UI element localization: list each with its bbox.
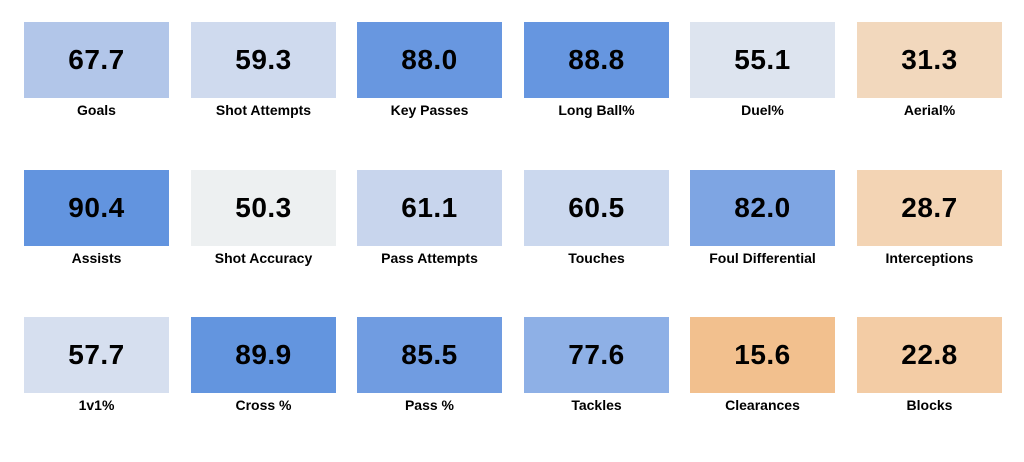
stat-value: 61.1 bbox=[401, 192, 458, 223]
stat-tile-box: 59.3 bbox=[191, 22, 336, 98]
stat-label: Shot Attempts bbox=[215, 102, 312, 118]
stat-tile: 60.5 Touches bbox=[524, 170, 669, 272]
stat-tile: 28.7 Interceptions bbox=[857, 170, 1002, 272]
stat-tile-box: 50.3 bbox=[191, 170, 336, 246]
stat-tile-box: 82.0 bbox=[690, 170, 835, 246]
stat-tile-box: 85.5 bbox=[357, 317, 502, 393]
stat-value: 15.6 bbox=[734, 339, 791, 370]
stat-tile: 88.8 Long Ball% bbox=[524, 22, 669, 124]
stat-tile: 31.3 Aerial% bbox=[857, 22, 1002, 124]
stat-tile: 82.0 Foul Differential bbox=[690, 170, 835, 272]
stat-tile: 90.4 Assists bbox=[24, 170, 169, 272]
stat-tile: 22.8 Blocks bbox=[857, 317, 1002, 419]
stat-tile-box: 67.7 bbox=[24, 22, 169, 98]
stat-label: Pass Attempts bbox=[381, 250, 478, 266]
stat-tile: 67.7 Goals bbox=[24, 22, 169, 124]
stat-value: 85.5 bbox=[401, 339, 458, 370]
stat-tile-box: 55.1 bbox=[690, 22, 835, 98]
stat-tile-box: 88.8 bbox=[524, 22, 669, 98]
stat-tile-box: 31.3 bbox=[857, 22, 1002, 98]
stat-label: Interceptions bbox=[885, 250, 974, 266]
stat-tile-box: 90.4 bbox=[24, 170, 169, 246]
stat-value: 88.8 bbox=[568, 44, 625, 75]
stat-label: 1v1% bbox=[78, 397, 115, 413]
stat-label: Shot Accuracy bbox=[214, 250, 313, 266]
stat-tile-box: 88.0 bbox=[357, 22, 502, 98]
stat-value: 50.3 bbox=[235, 192, 292, 223]
stat-tile-box: 15.6 bbox=[690, 317, 835, 393]
stat-tile: 15.6 Clearances bbox=[690, 317, 835, 419]
stat-value: 88.0 bbox=[401, 44, 458, 75]
stat-label: Aerial% bbox=[903, 102, 956, 118]
stat-tile: 50.3 Shot Accuracy bbox=[191, 170, 336, 272]
stat-value: 89.9 bbox=[235, 339, 292, 370]
stat-label: Tackles bbox=[571, 397, 622, 413]
stat-tile-box: 28.7 bbox=[857, 170, 1002, 246]
stat-value: 28.7 bbox=[901, 192, 958, 223]
stat-tile: 61.1 Pass Attempts bbox=[357, 170, 502, 272]
stat-value: 22.8 bbox=[901, 339, 958, 370]
stat-tile-box: 57.7 bbox=[24, 317, 169, 393]
stat-label: Assists bbox=[71, 250, 122, 266]
stat-label: Pass % bbox=[404, 397, 455, 413]
stat-value: 77.6 bbox=[568, 339, 625, 370]
stat-value: 90.4 bbox=[68, 192, 125, 223]
stat-tile-box: 60.5 bbox=[524, 170, 669, 246]
stat-label: Foul Differential bbox=[709, 250, 816, 266]
stat-value: 57.7 bbox=[68, 339, 125, 370]
stat-value: 59.3 bbox=[235, 44, 292, 75]
stat-value: 82.0 bbox=[734, 192, 791, 223]
stat-tile-box: 77.6 bbox=[524, 317, 669, 393]
stat-tile: 55.1 Duel% bbox=[690, 22, 835, 124]
stat-tile: 77.6 Tackles bbox=[524, 317, 669, 419]
stat-tile-box: 89.9 bbox=[191, 317, 336, 393]
stat-tile: 85.5 Pass % bbox=[357, 317, 502, 419]
stat-value: 31.3 bbox=[901, 44, 958, 75]
stat-tile-box: 22.8 bbox=[857, 317, 1002, 393]
stat-tile: 88.0 Key Passes bbox=[357, 22, 502, 124]
stat-label: Duel% bbox=[741, 102, 784, 118]
stat-label: Long Ball% bbox=[558, 102, 635, 118]
stat-label: Goals bbox=[77, 102, 116, 118]
stat-label: Blocks bbox=[906, 397, 953, 413]
stat-tile-box: 61.1 bbox=[357, 170, 502, 246]
stat-tile: 89.9 Cross % bbox=[191, 317, 336, 419]
stat-label: Key Passes bbox=[390, 102, 469, 118]
stat-tile: 59.3 Shot Attempts bbox=[191, 22, 336, 124]
stat-label: Touches bbox=[568, 250, 625, 266]
stat-value: 67.7 bbox=[68, 44, 125, 75]
stat-value: 60.5 bbox=[568, 192, 625, 223]
stat-tile: 57.7 1v1% bbox=[24, 317, 169, 419]
stat-label: Clearances bbox=[725, 397, 800, 413]
stat-label: Cross % bbox=[235, 397, 292, 413]
stat-value: 55.1 bbox=[734, 44, 791, 75]
